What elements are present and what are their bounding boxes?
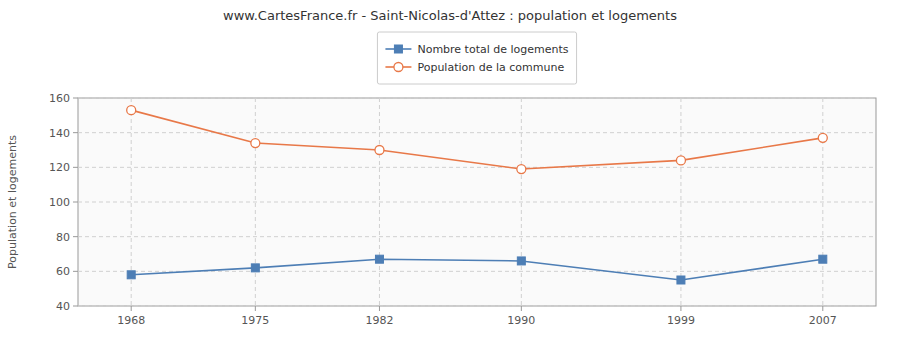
y-tick-label: 160 <box>49 92 70 105</box>
x-tick <box>822 306 823 311</box>
series-point <box>375 255 383 263</box>
series-line <box>131 110 823 169</box>
series-point <box>677 276 685 284</box>
y-tick-label: 100 <box>49 196 70 209</box>
x-tick <box>255 306 256 311</box>
series-line <box>131 259 823 280</box>
legend-label: Nombre total de logements <box>417 43 568 56</box>
x-tick <box>379 306 380 311</box>
series-point <box>127 106 136 115</box>
y-tick <box>73 167 78 168</box>
x-grid-line <box>521 98 522 306</box>
legend-swatch-marker <box>394 63 403 72</box>
series-point <box>251 139 260 148</box>
series-point <box>676 156 685 165</box>
series-group <box>127 106 828 284</box>
x-tick-label: 1990 <box>507 314 535 327</box>
chart-title: www.CartesFrance.fr - Saint-Nicolas-d'At… <box>223 8 677 23</box>
plot-frame <box>78 98 876 306</box>
x-tick-label: 2007 <box>809 314 837 327</box>
y-grid-line <box>78 306 876 307</box>
series-point <box>819 255 827 263</box>
legend-swatch-marker <box>394 45 402 53</box>
y-tick-label: 80 <box>56 231 70 244</box>
legend-box <box>377 32 576 84</box>
y-grid-line <box>78 98 876 99</box>
chart-container: www.CartesFrance.fr - Saint-Nicolas-d'At… <box>0 0 900 340</box>
x-grid-line <box>680 98 681 306</box>
y-tick <box>73 236 78 237</box>
y-tick <box>73 132 78 133</box>
x-tick-label: 1975 <box>241 314 269 327</box>
x-tick <box>131 306 132 311</box>
legend-label: Population de la commune <box>417 61 564 74</box>
y-grid-line <box>78 167 876 168</box>
x-grid-line <box>255 98 256 306</box>
series-point <box>375 146 384 155</box>
series-point <box>517 165 526 174</box>
y-tick-label: 120 <box>49 161 70 174</box>
y-tick <box>73 202 78 203</box>
y-tick <box>73 306 78 307</box>
y-grid-line <box>78 236 876 237</box>
series-point <box>251 264 259 272</box>
x-tick-label: 1968 <box>117 314 145 327</box>
y-tick <box>73 98 78 99</box>
legend: Nombre total de logements Population de l… <box>377 32 576 84</box>
y-axis-label: Population et logements <box>6 135 19 269</box>
x-tick-label: 1999 <box>667 314 695 327</box>
x-tick-label: 1982 <box>365 314 393 327</box>
x-tick <box>521 306 522 311</box>
series-point <box>818 133 827 142</box>
y-grid-line <box>78 132 876 133</box>
y-tick <box>73 271 78 272</box>
y-tick-label: 60 <box>56 265 70 278</box>
chart-svg: www.CartesFrance.fr - Saint-Nicolas-d'At… <box>0 0 900 340</box>
series-point <box>517 257 525 265</box>
x-grid-line <box>822 98 823 306</box>
x-grid-line <box>379 98 380 306</box>
y-grid-line <box>78 202 876 203</box>
grid <box>78 98 876 306</box>
x-tick <box>680 306 681 311</box>
y-tick-label: 40 <box>56 300 70 313</box>
series-point <box>127 271 135 279</box>
y-tick-label: 140 <box>49 127 70 140</box>
